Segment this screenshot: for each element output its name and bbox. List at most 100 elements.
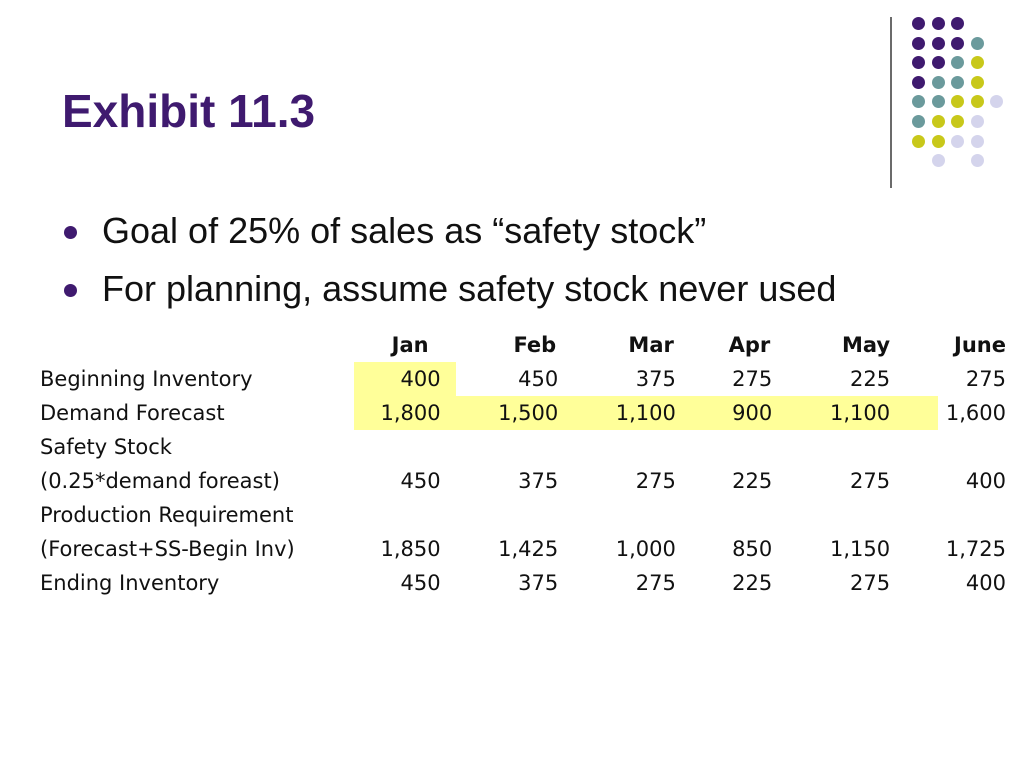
table-cell: 1,850 bbox=[380, 537, 441, 561]
table-cell: 375 bbox=[635, 367, 676, 391]
row-label: Safety Stock bbox=[40, 435, 172, 459]
decorative-dot bbox=[970, 56, 984, 70]
table-row: Production Requirement bbox=[32, 498, 1024, 532]
decorative-dot bbox=[912, 56, 925, 70]
table-row: Demand Forecast 1,800 1,500 1,100 900 1,100 1,… bbox=[32, 396, 1024, 430]
decorative-dot bbox=[970, 75, 984, 89]
table-cell bbox=[459, 498, 577, 532]
decorative-dot bbox=[931, 36, 945, 50]
decorative-dot bbox=[951, 115, 965, 128]
bullet-icon bbox=[64, 284, 77, 297]
table-cell: 450 bbox=[400, 469, 441, 493]
table-cell bbox=[696, 430, 792, 464]
col-header-feb: Feb bbox=[513, 333, 557, 357]
inventory-plan-table: Jan Feb Mar Apr May June Beginning Inven… bbox=[32, 328, 1024, 600]
table-cell: 400 bbox=[400, 367, 441, 391]
table-cell: 275 bbox=[850, 469, 891, 493]
table-cell: 400 bbox=[965, 571, 1006, 595]
decorative-dot bbox=[951, 36, 965, 50]
col-header-apr: Apr bbox=[728, 333, 771, 357]
decorative-dot bbox=[951, 95, 965, 109]
table-cell: 1,425 bbox=[498, 537, 559, 561]
decorative-dot bbox=[951, 75, 965, 89]
table-cell: 1,100 bbox=[829, 401, 891, 425]
table-cell: 450 bbox=[518, 367, 559, 391]
table-cell: 375 bbox=[518, 571, 559, 595]
table-cell: 1,500 bbox=[498, 401, 559, 425]
decorative-dot bbox=[912, 95, 925, 109]
table-cell: 225 bbox=[850, 367, 891, 391]
bullet-icon bbox=[64, 226, 77, 239]
decorative-dot bbox=[931, 115, 945, 128]
decorative-dot bbox=[990, 95, 1004, 109]
table-row: Beginning Inventory 400 450 375 275 225 275 bbox=[32, 362, 1024, 396]
bullet-text: Goal of 25% of sales as “safety stock” bbox=[102, 210, 707, 251]
table-cell: 1,725 bbox=[945, 537, 1006, 561]
row-label: Ending Inventory bbox=[40, 571, 220, 595]
slide-title: Exhibit 11.3 bbox=[62, 85, 316, 137]
highlight-jan-beginning-inventory bbox=[354, 362, 456, 396]
table-row: Ending Inventory 450 375 275 225 275 400 bbox=[32, 566, 1024, 600]
decorative-dot bbox=[970, 36, 984, 50]
table-cell: 400 bbox=[965, 469, 1006, 493]
decorative-dot bbox=[912, 36, 925, 50]
decorative-dot bbox=[970, 154, 984, 168]
decorative-dot bbox=[912, 17, 925, 30]
col-header-june: June bbox=[954, 333, 1006, 357]
decorative-dot bbox=[912, 75, 925, 89]
bullet-item: For planning, assume safety stock never … bbox=[62, 265, 836, 323]
decorative-dot bbox=[931, 95, 945, 109]
decorative-dot bbox=[970, 95, 984, 109]
decorative-dot bbox=[970, 134, 984, 148]
table-row: (Forecast+SS-Begin Inv) 1,850 1,425 1,000 85… bbox=[32, 532, 1024, 566]
table-cell: 225 bbox=[732, 571, 773, 595]
table-cell: 1,150 bbox=[829, 537, 891, 561]
col-header-jan: Jan bbox=[391, 333, 429, 357]
table-cell bbox=[459, 430, 577, 464]
header-blank bbox=[32, 328, 357, 362]
bullet-list: Goal of 25% of sales as “safety stock” F… bbox=[62, 207, 836, 323]
table-cell bbox=[576, 430, 696, 464]
table-cell: 275 bbox=[635, 469, 676, 493]
col-header-mar: Mar bbox=[628, 333, 674, 357]
table-cell: 450 bbox=[400, 571, 441, 595]
decorative-dot bbox=[931, 154, 945, 168]
table-cell: 275 bbox=[965, 367, 1006, 391]
col-header-may: May bbox=[841, 333, 891, 357]
table-cell bbox=[908, 430, 1024, 464]
table-cell bbox=[792, 498, 908, 532]
decorative-dot bbox=[931, 75, 945, 89]
decorative-dot bbox=[931, 17, 945, 30]
decorative-dot bbox=[970, 115, 984, 128]
table-cell bbox=[357, 430, 458, 464]
table-cell: 225 bbox=[732, 469, 773, 493]
row-label: (Forecast+SS-Begin Inv) bbox=[40, 537, 295, 561]
decorative-dot bbox=[951, 134, 965, 148]
vertical-divider bbox=[890, 17, 892, 188]
table-cell: 1,000 bbox=[615, 537, 676, 561]
row-label: Beginning Inventory bbox=[40, 367, 253, 391]
table-cell: 375 bbox=[518, 469, 559, 493]
table-header-row: Jan Feb Mar Apr May June bbox=[32, 328, 1024, 362]
decorative-dot bbox=[951, 56, 965, 70]
decorative-dot bbox=[931, 56, 945, 70]
decorative-dot bbox=[912, 115, 925, 128]
row-label: Demand Forecast bbox=[40, 401, 225, 425]
table-cell: 1,100 bbox=[615, 401, 676, 425]
table-cell bbox=[357, 498, 458, 532]
decorative-dot bbox=[912, 134, 925, 148]
row-label: (0.25*demand foreast) bbox=[40, 469, 280, 493]
table-cell: 1,600 bbox=[945, 401, 1006, 425]
table-cell: 275 bbox=[732, 367, 773, 391]
highlight-demand-forecast-row bbox=[354, 396, 938, 430]
table-cell: 850 bbox=[732, 537, 773, 561]
table-row: Safety Stock bbox=[32, 430, 1024, 464]
bullet-text: For planning, assume safety stock never … bbox=[102, 268, 837, 309]
table-cell: 1,800 bbox=[380, 401, 441, 425]
table-cell: 275 bbox=[635, 571, 676, 595]
table-cell bbox=[792, 430, 908, 464]
table-cell bbox=[576, 498, 696, 532]
table-cell bbox=[696, 498, 792, 532]
table-cell: 275 bbox=[850, 571, 891, 595]
table-row: (0.25*demand foreast) 450 375 275 225 275 400 bbox=[32, 464, 1024, 498]
